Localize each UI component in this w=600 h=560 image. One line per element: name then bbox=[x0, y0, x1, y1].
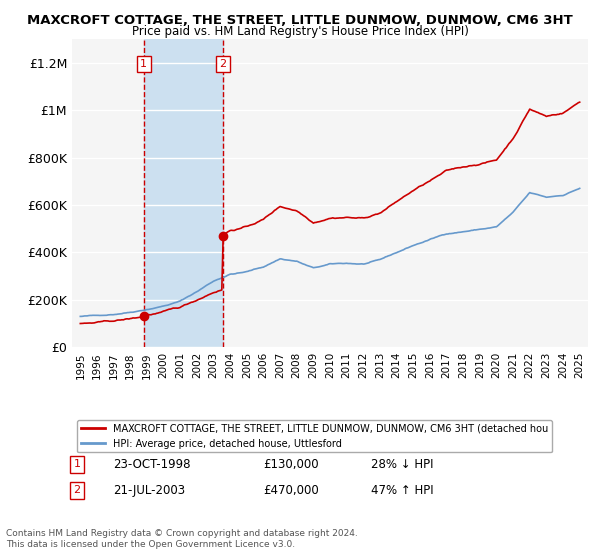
Text: 47% ↑ HPI: 47% ↑ HPI bbox=[371, 484, 434, 497]
Text: £470,000: £470,000 bbox=[263, 484, 319, 497]
Text: 23-OCT-1998: 23-OCT-1998 bbox=[113, 458, 191, 471]
Text: 21-JUL-2003: 21-JUL-2003 bbox=[113, 484, 185, 497]
Bar bbox=[144, 39, 223, 347]
Text: 28% ↓ HPI: 28% ↓ HPI bbox=[371, 458, 434, 471]
Text: £130,000: £130,000 bbox=[263, 458, 319, 471]
Text: 2: 2 bbox=[219, 59, 226, 69]
Text: Price paid vs. HM Land Registry's House Price Index (HPI): Price paid vs. HM Land Registry's House … bbox=[131, 25, 469, 38]
Text: MAXCROFT COTTAGE, THE STREET, LITTLE DUNMOW, DUNMOW, CM6 3HT: MAXCROFT COTTAGE, THE STREET, LITTLE DUN… bbox=[27, 14, 573, 27]
Text: Contains HM Land Registry data © Crown copyright and database right 2024.
This d: Contains HM Land Registry data © Crown c… bbox=[6, 529, 358, 549]
Text: 1: 1 bbox=[140, 59, 147, 69]
Legend: MAXCROFT COTTAGE, THE STREET, LITTLE DUNMOW, DUNMOW, CM6 3HT (detached hou, HPI:: MAXCROFT COTTAGE, THE STREET, LITTLE DUN… bbox=[77, 420, 552, 452]
Text: 1: 1 bbox=[74, 459, 80, 469]
Text: 2: 2 bbox=[74, 486, 81, 496]
